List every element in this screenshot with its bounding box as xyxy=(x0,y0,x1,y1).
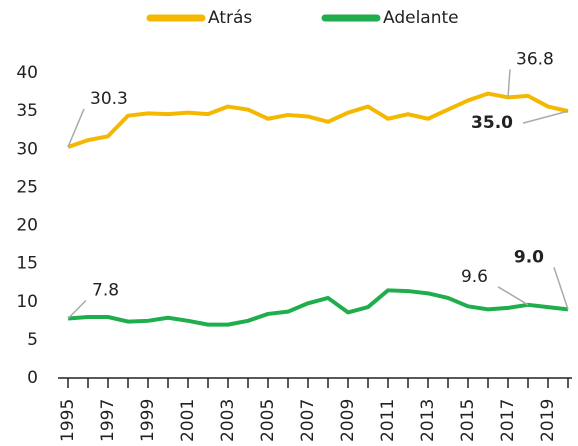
y-tick-label: 5 xyxy=(27,330,38,350)
leader-line xyxy=(67,299,87,320)
legend-label: Atrás xyxy=(208,8,252,28)
x-tick-label: 2019 xyxy=(538,399,558,442)
data-label: 7.8 xyxy=(92,281,119,301)
series-line xyxy=(67,288,569,327)
y-tick-label: 40 xyxy=(16,63,38,83)
data-label: 9.0 xyxy=(514,247,544,267)
x-tick-label: 2001 xyxy=(178,399,198,442)
x-tick-label: 2009 xyxy=(338,399,358,442)
x-tick-label: 1995 xyxy=(58,399,78,442)
data-label: 30.3 xyxy=(90,89,128,109)
x-tick-label: 2017 xyxy=(498,399,518,442)
x-tick-label: 2015 xyxy=(458,399,478,442)
y-tick-label: 35 xyxy=(16,101,38,121)
data-label: 35.0 xyxy=(471,113,513,133)
legend-label: Adelante xyxy=(383,8,459,28)
leader-line xyxy=(522,110,569,124)
y-tick-label: 30 xyxy=(16,139,38,159)
x-tick-label: 2003 xyxy=(218,399,238,442)
x-tick-label: 1997 xyxy=(98,399,118,442)
leader-line xyxy=(497,286,529,306)
leader-line xyxy=(67,108,85,148)
leader-line xyxy=(553,267,569,310)
data-label: 36.8 xyxy=(516,49,554,69)
y-tick-label: 0 xyxy=(27,368,38,388)
x-tick-label: 2005 xyxy=(258,399,278,442)
x-tick-label: 1999 xyxy=(138,399,158,442)
x-tick-label: 2011 xyxy=(378,399,398,442)
y-tick-label: 25 xyxy=(16,177,38,197)
leader-line xyxy=(507,69,511,98)
x-tick-label: 2007 xyxy=(298,399,318,442)
x-tick-label: 2013 xyxy=(418,399,438,442)
y-tick-label: 20 xyxy=(16,216,38,236)
y-tick-label: 15 xyxy=(16,254,38,274)
series-line xyxy=(67,91,569,149)
data-label: 9.6 xyxy=(461,267,488,287)
y-tick-label: 10 xyxy=(16,292,38,312)
